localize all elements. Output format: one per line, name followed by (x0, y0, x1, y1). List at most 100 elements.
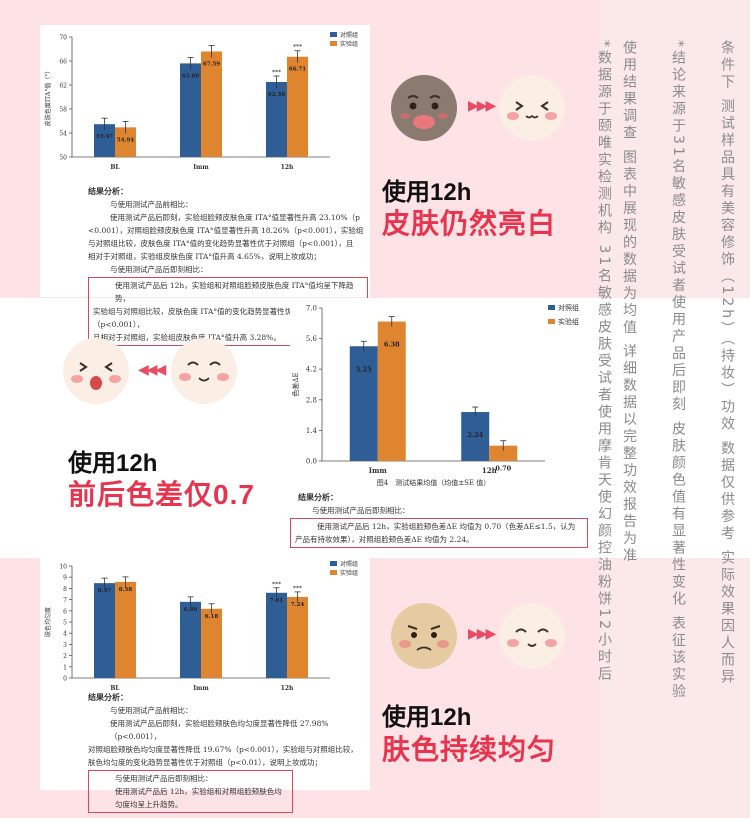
data-label: 62.50 (268, 92, 285, 98)
y-tick-label: 1.4 (306, 427, 318, 435)
analysis-1-hl-line: 使用测试产品后 12h，实验组和对照组脸颊皮肤色度 ITA°值均呈下降趋势， (115, 281, 354, 303)
analysis-1-line: <0.001），对照组脸颊皮肤色度 ITA°值显著性升高 18.26%（p<0.… (88, 226, 364, 235)
y-tick-label: 54 (59, 131, 67, 138)
data-label: 8.47 (98, 588, 112, 594)
y-tick-label: 1 (63, 664, 67, 671)
caption-2-line-2: 前后色差仅0.7 (68, 479, 255, 510)
y-tick-label: 2 (63, 653, 67, 660)
bar-experiment (115, 581, 136, 678)
x-tick-label: 12h (482, 466, 497, 475)
significance-label: *** (293, 585, 302, 592)
data-label: 0.70 (495, 465, 511, 473)
legend-label: 实验组 (558, 317, 579, 326)
y-tick-label: 8 (63, 586, 67, 593)
analysis-3-title: 结果分析： (88, 692, 128, 702)
surprised-face-icon (63, 338, 129, 404)
x-tick-label: 12h (281, 685, 294, 690)
data-label: 65.60 (182, 73, 199, 79)
analysis-2-highlight: 使用测试产品后 12h，实验组脸颊色差ΔE 均值为 0.70（色差ΔE≤1.5，… (290, 518, 588, 548)
disclaimer-column-1: 条件下 测试样品具有美容修饰（12h）（持妆）功效 数据仅供参考 实际效果因人而… (719, 40, 735, 687)
delta-e-bar-chart: 0.0 1.4 2.8 4.2 5.6 7.0 色差ΔE Imm 5.25 6.38 12h 2.24… (291, 303, 579, 487)
bar-control (180, 601, 201, 678)
analysis-1: 结果分析： 与使用测试产品前相比： 使用测试产品后即刻，实验组脸颊皮肤色度 IT… (88, 185, 368, 346)
legend-swatch (330, 570, 337, 575)
bar-control (94, 124, 115, 157)
analysis-2-line: 与使用测试产品后即刻相比： (312, 506, 410, 515)
legend-swatch (330, 41, 337, 46)
data-label: 2.24 (467, 431, 483, 439)
analysis-3-line: 使用测试产品后即刻，实验组脸颊肤色均匀度显著性降低 27.98%（p<0.001… (110, 719, 329, 741)
data-label: 5.25 (356, 365, 372, 373)
analysis-3-highlight: 与使用测试产品后即刻相比： 使用测试产品后 12h，实验组和对照组脸颊肤色均匀度… (88, 770, 293, 813)
y-tick-label: 7.0 (306, 305, 317, 313)
bar-control (266, 592, 287, 678)
data-label: 7.61 (270, 598, 284, 604)
caption-3-line-2: 肤色持续均匀 (382, 734, 557, 765)
arrow-right-icon: ▶▶▶ (468, 98, 496, 114)
bar-control (349, 346, 378, 461)
disclaimer-column-3: 使用结果调查 图表中展现的数据为均值 详细数据以完整功效报告为准 (621, 40, 637, 565)
y-tick-label: 0 (63, 676, 67, 683)
bar-experiment (201, 51, 222, 157)
legend-label: 对照组 (340, 31, 358, 39)
arrow-right-icon: ▶▶▶ (468, 626, 496, 642)
dull-face-icon (391, 75, 457, 141)
bar-experiment (489, 445, 518, 461)
analysis-3-line: 与使用测试产品前相比： (110, 706, 193, 715)
bright-face-icon (499, 75, 565, 141)
legend-swatch (548, 319, 555, 324)
x-tick-label: 12h (281, 164, 294, 171)
caption-3-line-1: 使用12h (382, 704, 472, 731)
bar-control (94, 583, 115, 678)
disclaimer-column-2: *结论来源于31名敏感皮肤受试者使用产品后即刻 皮肤颜色值有显著性变化 表征该实… (670, 40, 686, 701)
y-tick-label: 6 (63, 608, 67, 615)
significance-label: *** (272, 69, 281, 76)
analysis-1-line: 相对于对照组，实验组皮肤色度 ITA°值升高 4.65%，说明上妆成功； (88, 252, 321, 261)
significance-label: *** (293, 44, 302, 51)
analysis-3-line: 对照组脸颊肤色均匀度显著性降低 19.67%（p<0.001），实验组与对照组比… (88, 745, 358, 754)
legend-label: 实验组 (340, 569, 358, 577)
y-tick-label: 62 (59, 83, 67, 90)
analysis-1-line: 与使用测试产品前相比： (110, 200, 193, 209)
legend-swatch (330, 32, 337, 37)
analysis-1-line: 与使用测试产品后即刻相比： (110, 265, 208, 274)
analysis-1-hl-line: 实验组与对照组比较，皮肤色度 ITA°值的变化趋势显著性优于对照组（p<0.00… (93, 307, 323, 329)
analysis-2-hl-line: 使用测试产品后 12h，实验组脸颊色差ΔE 均值为 0.70（色差ΔE≤1.5，… (317, 522, 576, 531)
y-tick-label: 7 (63, 597, 67, 604)
chart-panel-2: 0.0 1.4 2.8 4.2 5.6 7.0 色差ΔE Imm 5.25 6.38 12h 2.24… (290, 298, 595, 556)
data-label: 54.94 (117, 137, 134, 143)
analysis-3: 结果分析： 与使用测试产品前相比： 使用测试产品后即刻，实验组脸颊肤色均匀度显著… (88, 691, 368, 813)
bar-experiment (287, 596, 308, 678)
legend-label: 对照组 (340, 560, 358, 568)
y-tick-label: 10 (59, 564, 67, 571)
bar-experiment (287, 56, 308, 157)
y-tick-label: 70 (59, 35, 67, 42)
analysis-3-hl-line: 使用测试产品后 12h，实验组和对照组脸颊肤色均匀度均呈上升趋势。 (115, 787, 282, 809)
analysis-2: 结果分析： 与使用测试产品后即刻相比： 使用测试产品后 12h，实验组脸颊色差Δ… (290, 491, 588, 548)
chart-panel-1: 50 54 58 62 66 70 皮肤色度ITA°值（°） BL 55.47 54.94 Imm 6… (40, 25, 370, 346)
legend-label: 对照组 (558, 303, 579, 312)
bar-experiment (115, 127, 136, 157)
y-tick-label: 2.8 (306, 396, 317, 404)
y-tick-label: 66 (59, 59, 67, 66)
legend-swatch (548, 305, 555, 310)
y-tick-label: 4.2 (306, 366, 317, 374)
data-label: 8.58 (119, 587, 133, 593)
data-label: 67.59 (203, 61, 220, 67)
x-tick-label: BL (110, 164, 120, 171)
legend-label: 实验组 (340, 40, 358, 48)
y-axis-label: 皮肤色度ITA°值（°） (44, 68, 52, 126)
y-tick-label: 5 (63, 620, 67, 627)
y-axis-label: 色差ΔE (291, 372, 300, 396)
analysis-3-line: 肤色均匀度的变化趋势显著性优于对照组（p<0.01），说明上妆成功； (88, 758, 323, 767)
worried-face-icon (391, 603, 457, 669)
y-tick-label: 50 (59, 155, 67, 162)
x-tick-label: Imm (193, 164, 209, 171)
x-tick-label: Imm (193, 685, 209, 690)
ita-bar-chart: 50 54 58 62 66 70 皮肤色度ITA°值（°） BL 55.47 54.94 Imm 6… (44, 31, 358, 171)
smiling-face-icon (499, 603, 565, 669)
chart-panel-3: 0 1 2 3 4 5 6 7 8 9 10 肤色均匀度 BL 8.47 8.58 Imm 6.80 6.18 12… (40, 558, 370, 813)
bar-control (461, 412, 490, 461)
data-label: 55.47 (96, 134, 113, 140)
x-tick-label: Imm (369, 466, 388, 475)
